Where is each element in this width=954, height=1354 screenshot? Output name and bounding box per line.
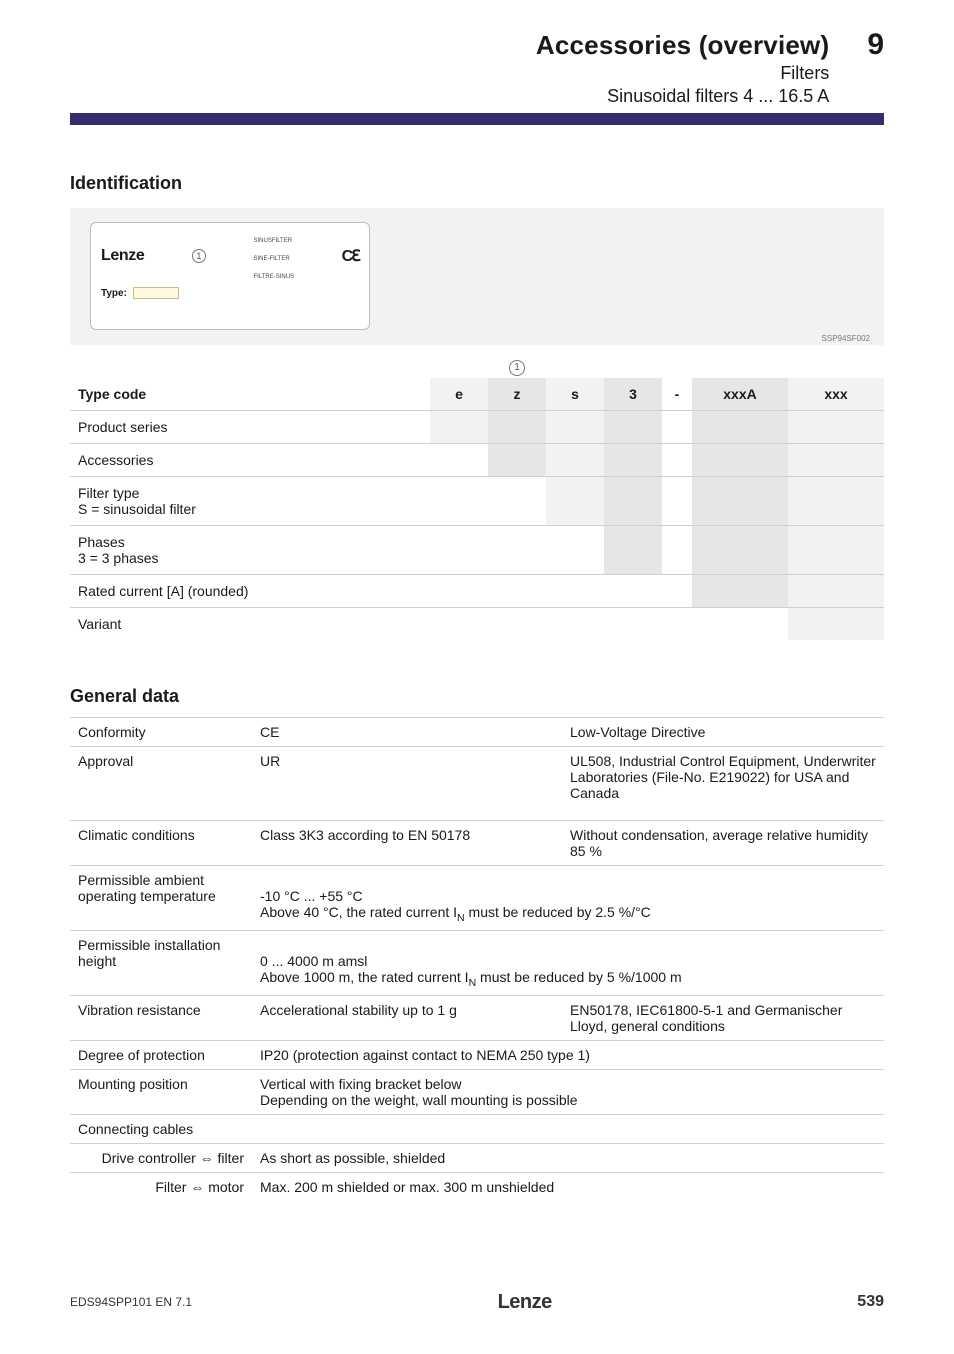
gd-span: As short as possible, shielded <box>252 1143 884 1172</box>
gd-label: Connecting cables <box>70 1114 252 1143</box>
gd-mid: Accelerational stability up to 1 g <box>252 995 562 1040</box>
footer-brand: Lenze <box>498 1291 552 1314</box>
th-z: z <box>488 378 546 411</box>
ce-mark-icon: Cℇ <box>342 246 359 266</box>
gd-mid: CE <box>252 717 562 746</box>
gd-span: Vertical with fixing bracket below Depen… <box>252 1069 884 1114</box>
th-dash: - <box>662 378 692 411</box>
th-s: s <box>546 378 604 411</box>
th-xxxA: xxxA <box>692 378 788 411</box>
tc-row-label: Variant <box>70 607 430 640</box>
nameplate-type-label: Type: <box>101 288 127 299</box>
nameplate-tiny-1: SINUSFILTER <box>253 238 292 244</box>
gd-label: Conformity <box>70 717 252 746</box>
tc-row-label: Filter type S = sinusoidal filter <box>70 476 430 525</box>
nameplate: Lenze 1 SINUSFILTER SINE-FILTER FILTRE-S… <box>90 222 370 330</box>
th-3: 3 <box>604 378 662 411</box>
tc-row-label: Rated current [A] (rounded) <box>70 574 430 607</box>
header-rule <box>70 113 884 125</box>
nameplate-type-field <box>133 287 179 299</box>
gd-span: Max. 200 m shielded or max. 300 m unshie… <box>252 1172 884 1201</box>
footer-doc-id: EDS94SPP101 EN 7.1 <box>70 1295 192 1309</box>
gd-label: Climatic conditions <box>70 821 252 866</box>
gd-label-indent: Filter ⇔ motor <box>70 1172 252 1201</box>
type-code-table: 1 Type code e z s 3 - xxxA xxx Product s… <box>70 357 884 640</box>
gd-right: Without condensation, average relative h… <box>562 821 884 866</box>
nameplate-tiny-2: SINE-FILTER <box>253 256 289 262</box>
gd-right: EN50178, IEC61800-5-1 and Germanischer L… <box>562 995 884 1040</box>
page-subtitle-2: Sinusoidal filters 4 ... 16.5 A <box>536 86 829 107</box>
tc-row-label: Phases 3 = 3 phases <box>70 525 430 574</box>
gd-label: Permissible installation height <box>70 930 252 995</box>
gd-label-indent: Drive controller ⇔ filter <box>70 1143 252 1172</box>
general-data-heading: General data <box>70 686 884 707</box>
callout-1-icon: 1 <box>192 249 206 263</box>
tc-row-label: Accessories <box>70 443 430 476</box>
gd-label: Approval <box>70 746 252 807</box>
chapter-number: 9 <box>867 30 884 60</box>
tc-row-label: Product series <box>70 410 430 443</box>
gd-label: Mounting position <box>70 1069 252 1114</box>
nameplate-brand: Lenze <box>101 247 144 265</box>
gd-mid: UR <box>252 746 562 807</box>
gd-right: Low-Voltage Directive <box>562 717 884 746</box>
nameplate-ssp-code: SSP94SF002 <box>84 334 870 343</box>
gd-span: 0 ... 4000 m amsl Above 1000 m, the rate… <box>252 930 884 995</box>
th-e: e <box>430 378 488 411</box>
th-xxx: xxx <box>788 378 884 411</box>
gd-right: UL508, Industrial Control Equipment, Und… <box>562 746 884 807</box>
page-title: Accessories (overview) <box>536 30 829 61</box>
nameplate-container: Lenze 1 SINUSFILTER SINE-FILTER FILTRE-S… <box>70 208 884 345</box>
nameplate-tiny-3: FILTRE-SINUS <box>253 274 294 280</box>
identification-heading: Identification <box>70 173 884 194</box>
page-subtitle-1: Filters <box>536 63 829 84</box>
gd-span: IP20 (protection against contact to NEMA… <box>252 1040 884 1069</box>
gd-mid: Class 3K3 according to EN 50178 <box>252 821 562 866</box>
footer-page-number: 539 <box>857 1293 884 1311</box>
gd-label: Vibration resistance <box>70 995 252 1040</box>
gd-label: Degree of protection <box>70 1040 252 1069</box>
th-type-code: Type code <box>70 378 430 411</box>
gd-span <box>252 1114 884 1143</box>
gd-label: Permissible ambient operating temperatur… <box>70 866 252 931</box>
gd-span: -10 °C ... +55 °C Above 40 °C, the rated… <box>252 866 884 931</box>
callout-1-ref-icon: 1 <box>509 360 525 376</box>
general-data-table: Conformity CE Low-Voltage Directive Appr… <box>70 717 884 1201</box>
